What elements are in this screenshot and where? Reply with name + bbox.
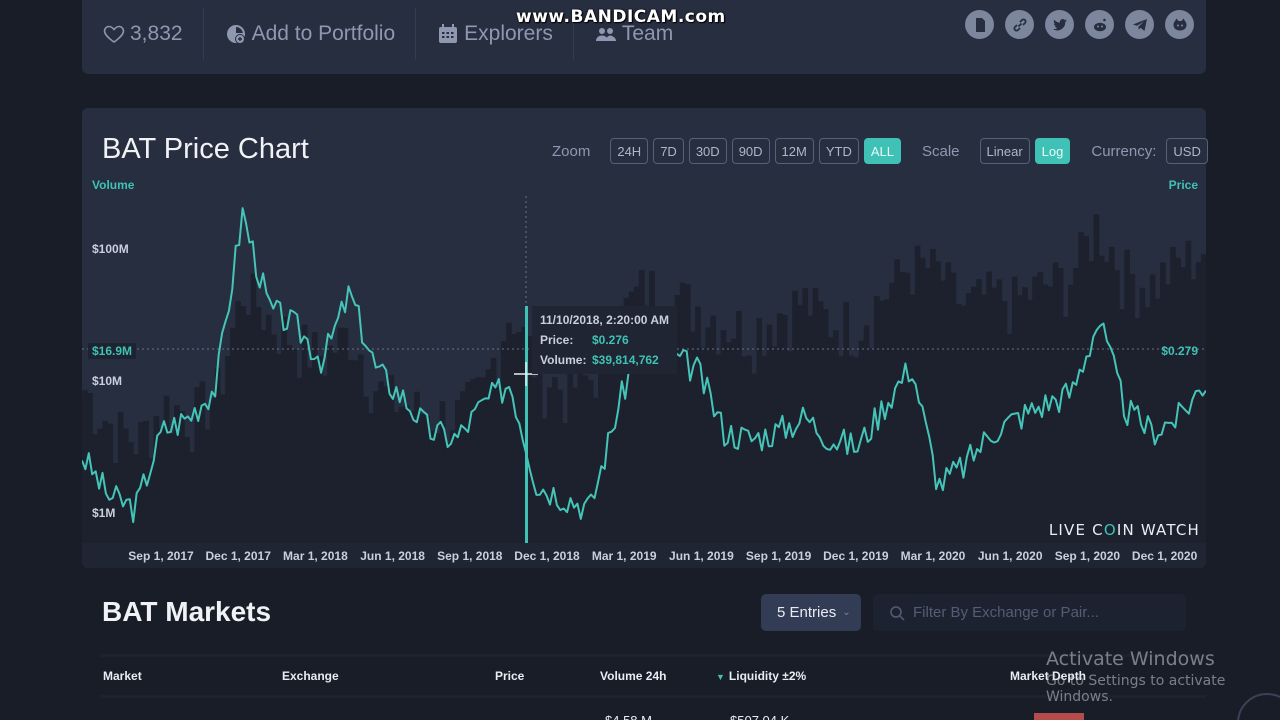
column-market-depth[interactable]: Market Depth (1010, 669, 1087, 683)
like-count: 3,832 (130, 22, 183, 45)
scale-log-button[interactable]: Log (1034, 138, 1071, 164)
twitter-icon (1052, 18, 1067, 30)
live-coin-watch-logo: LIVE COIN WATCH (1048, 521, 1200, 539)
chart-title: BAT Price Chart (102, 133, 309, 165)
table-header-divider (100, 695, 1206, 698)
market-depth-bar (1034, 713, 1084, 720)
users-icon (595, 28, 616, 41)
website-link[interactable] (1005, 10, 1034, 39)
whitepaper-link[interactable] (965, 10, 994, 39)
market-filter (873, 594, 1186, 631)
tooltip-volume-value: $39,814,762 (592, 353, 659, 367)
zoom-ytd-button[interactable]: YTD (818, 138, 859, 164)
chart-canvas (82, 196, 1206, 543)
zoom-12m-button[interactable]: 12M (774, 138, 814, 164)
crosshair-price-label: $0.279 (1161, 344, 1198, 358)
heart-icon (103, 25, 125, 43)
price-axis-title: Price (1168, 178, 1198, 192)
x-tick: Jun 1, 2019 (669, 549, 734, 563)
column-volume-24h[interactable]: Volume 24h (600, 669, 667, 683)
x-tick: Mar 1, 2018 (283, 549, 348, 563)
column-liquidity[interactable]: ▼ Liquidity ±2% (716, 669, 807, 683)
sort-desc-icon: ▼ (716, 672, 725, 682)
markets-title: BAT Markets (102, 596, 272, 627)
reddit-icon (1093, 18, 1106, 31)
zoom-all-button[interactable]: ALL (863, 138, 901, 164)
link-icon (1013, 18, 1026, 31)
explorers-button[interactable]: Explorers (416, 8, 574, 60)
windows-activation-overlay: Activate Windows Go to Settings to activ… (1046, 648, 1226, 705)
x-tick: Jun 1, 2018 (360, 549, 425, 563)
y-tick-100m: $100M (92, 242, 129, 256)
chart-controls: Zoom 24H 7D 30D 90D 12M YTD ALL Scale Li… (552, 138, 1213, 164)
whitepaper-icon (975, 17, 985, 32)
recorder-watermark: www.BANDICAM.com (516, 7, 726, 27)
chevron-down-icon: ⌄ (842, 607, 851, 618)
scale-label: Scale (921, 142, 960, 160)
market-filter-input[interactable] (913, 604, 1173, 621)
row-liquidity-partial: $507.04 K (730, 713, 789, 720)
search-icon (890, 605, 905, 621)
github-icon (1173, 18, 1186, 30)
column-exchange[interactable]: Exchange (282, 669, 339, 683)
twitter-link[interactable] (1045, 10, 1074, 39)
y-tick-10m: $10M (92, 374, 123, 388)
reddit-link[interactable] (1085, 10, 1114, 39)
price-volume-plot[interactable]: $100M $16.9M $10M $1M $0.279 11/10/2018,… (82, 196, 1206, 543)
x-axis: Sep 1, 2017 Dec 1, 2017 Mar 1, 2018 Jun 1, … (82, 543, 1206, 568)
social-links (965, 10, 1194, 39)
table-top-divider (100, 654, 1206, 657)
x-tick: Sep 1, 2018 (437, 549, 503, 563)
zoom-label: Zoom (552, 142, 591, 160)
x-tick: Dec 1, 2019 (823, 549, 889, 563)
volume-axis-title: Volume (92, 178, 135, 192)
like-button[interactable]: 3,832 (102, 8, 204, 60)
tooltip-price-value: $0.276 (592, 333, 629, 347)
add-to-portfolio-button[interactable]: Add to Portfolio (204, 8, 417, 60)
crosshair-volume-label: $16.9M (88, 343, 137, 359)
row-volume-partial: $4.58 M (605, 713, 652, 720)
x-tick: Sep 1, 2020 (1054, 549, 1121, 563)
column-market[interactable]: Market (103, 669, 142, 683)
github-link[interactable] (1165, 10, 1194, 39)
price-chart-card: BAT Price Chart Zoom 24H 7D 30D 90D 12M … (82, 108, 1208, 568)
entries-select[interactable]: 5 Entries ⌄ (761, 594, 861, 631)
zoom-90d-button[interactable]: 90D (731, 138, 770, 164)
x-tick: Dec 1, 2020 (1131, 549, 1198, 563)
x-tick: Mar 1, 2020 (900, 549, 966, 563)
telegram-link[interactable] (1125, 10, 1154, 39)
x-tick: Dec 1, 2017 (205, 549, 271, 563)
chart-tooltip: 11/10/2018, 2:20:00 AM Price: $0.276 Volu… (532, 306, 677, 374)
x-tick: Mar 1, 2019 (591, 549, 657, 563)
x-tick: Sep 1, 2019 (745, 549, 812, 563)
calendar-icon (439, 24, 458, 43)
currency-label: Currency: (1091, 142, 1157, 160)
y-tick-1m: $1M (92, 506, 116, 520)
zoom-7d-button[interactable]: 7D (653, 138, 684, 164)
x-tick: Dec 1, 2018 (514, 549, 580, 563)
team-button[interactable]: Team (574, 8, 693, 60)
zoom-30d-button[interactable]: 30D (688, 138, 727, 164)
tooltip-price-label: Price: (540, 333, 574, 347)
zoom-24h-button[interactable]: 24H (610, 138, 649, 164)
portfolio-add-icon (226, 25, 245, 44)
currency-select[interactable]: USD (1166, 138, 1208, 164)
column-price[interactable]: Price (495, 669, 525, 683)
scale-linear-button[interactable]: Linear (979, 138, 1030, 164)
telegram-icon (1132, 18, 1147, 31)
coin-action-bar: 3,832 Add to Portfolio Explorers Team (82, 0, 1206, 74)
tooltip-date: 11/10/2018, 2:20:00 AM (540, 313, 669, 327)
x-tick: Jun 1, 2020 (977, 549, 1043, 563)
tooltip-volume-label: Volume: (540, 353, 587, 367)
x-tick: Sep 1, 2017 (128, 549, 194, 563)
